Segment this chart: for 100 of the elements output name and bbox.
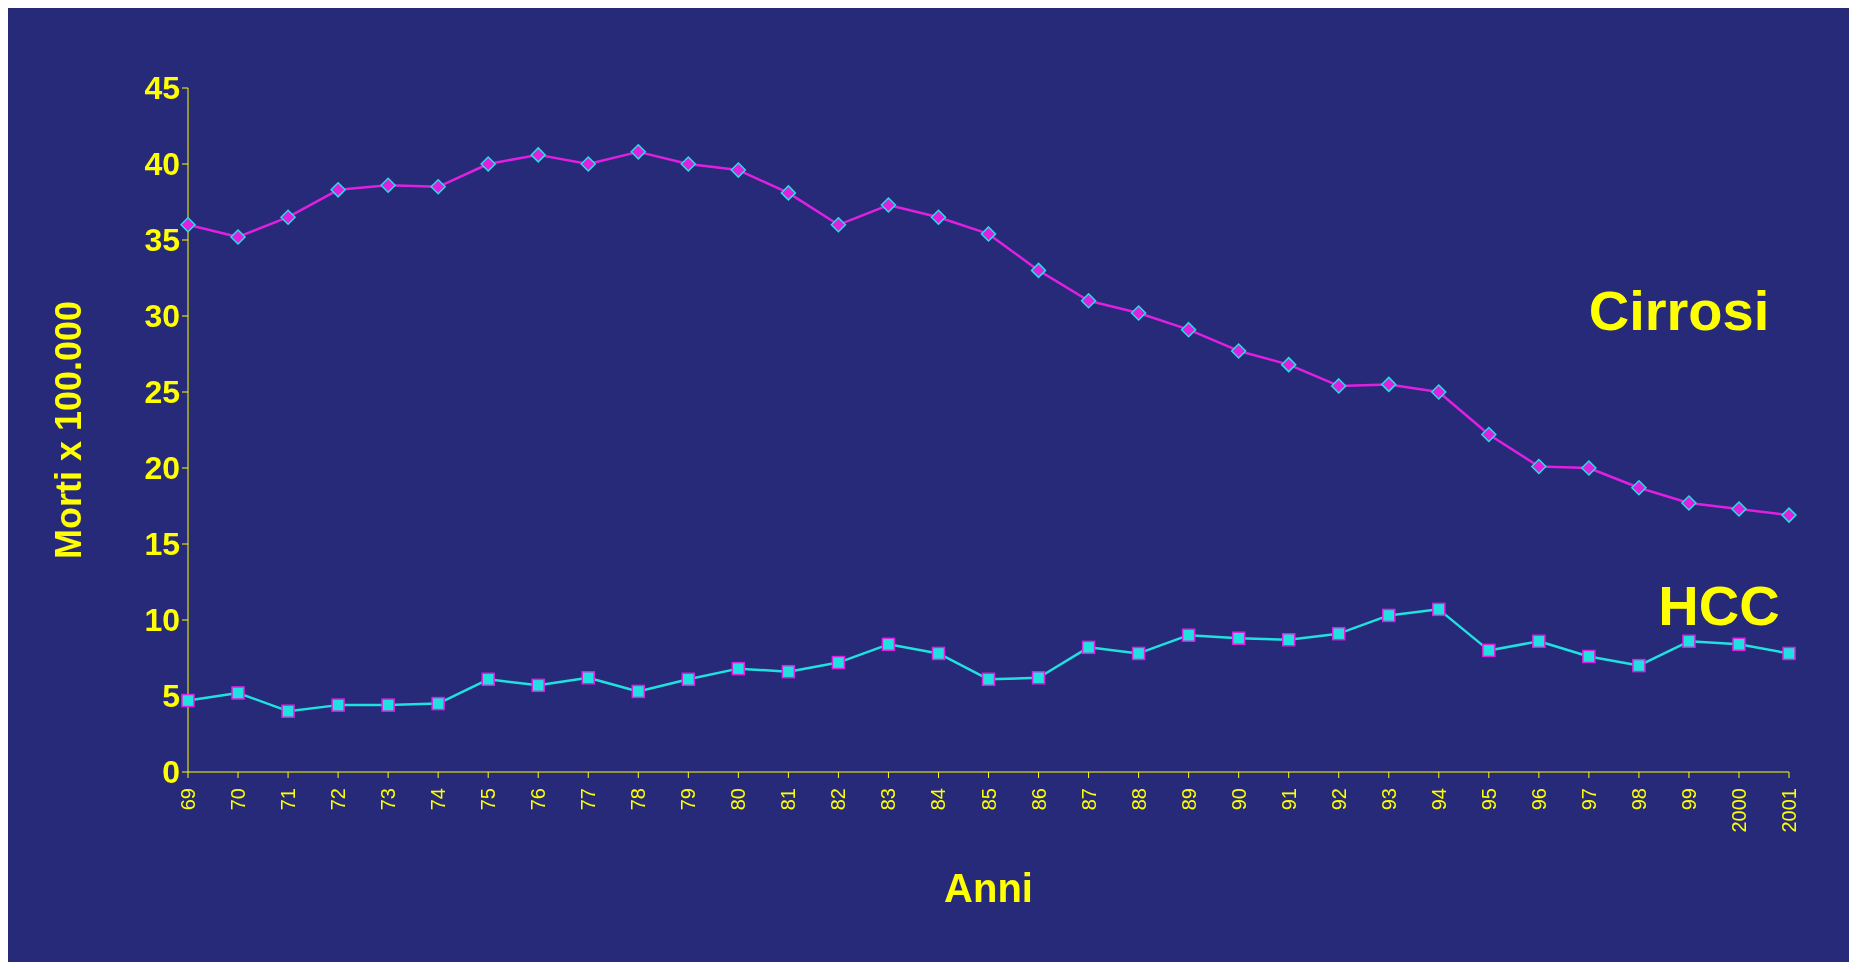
point [1631, 480, 1647, 496]
x-tick-label: 99 [1677, 788, 1700, 811]
x-tick-label: 91 [1277, 788, 1300, 811]
y-tick-label: 0 [162, 754, 180, 791]
point [281, 704, 295, 718]
x-tick-label: 97 [1577, 788, 1600, 811]
point [1281, 633, 1296, 647]
point [1280, 356, 1297, 373]
point [930, 209, 947, 225]
point [980, 226, 997, 242]
x-tick-label: 69 [177, 788, 199, 811]
point [1031, 671, 1046, 685]
point [581, 671, 595, 685]
point [1632, 658, 1646, 673]
y-axis-title: Morti x 100.000 [47, 300, 89, 560]
x-tick-label: 72 [327, 788, 350, 811]
x-tick-label: 78 [627, 788, 650, 811]
point [530, 147, 546, 163]
point [1582, 649, 1596, 664]
point [681, 672, 696, 687]
y-tick-label: 45 [144, 70, 180, 107]
x-tick-label: 98 [1627, 788, 1650, 811]
x-tick-label: 79 [677, 788, 700, 811]
point [1231, 631, 1246, 645]
x-tick-label: 73 [377, 788, 400, 811]
x-tick-label: 90 [1227, 788, 1250, 811]
x-axis-title: Anni [944, 866, 1033, 910]
x-tick-label: 76 [527, 788, 550, 811]
point [1030, 262, 1047, 279]
point [1081, 640, 1096, 655]
point [880, 197, 897, 213]
point [531, 678, 545, 693]
point [431, 696, 445, 711]
x-tick-label: 93 [1377, 788, 1400, 811]
point [1782, 646, 1796, 661]
point [1381, 376, 1397, 393]
point [881, 637, 896, 652]
y-tick-label: 25 [144, 374, 180, 411]
point [380, 177, 396, 194]
x-tick-label: 94 [1427, 788, 1450, 811]
text: Cirrosi [1588, 279, 1770, 343]
point [1482, 643, 1496, 658]
x-tick-label: 82 [827, 788, 850, 811]
point [981, 672, 996, 687]
point [580, 156, 596, 172]
y-tick-label: 5 [162, 678, 180, 715]
x-tick-label: 80 [727, 788, 750, 811]
y-tick-label: 35 [144, 222, 180, 259]
x-tick-label: 95 [1477, 788, 1500, 811]
point [1481, 426, 1497, 443]
x-tick-label: 87 [1077, 788, 1100, 811]
point [180, 217, 196, 233]
point [1681, 495, 1697, 511]
point [1781, 507, 1797, 523]
y-tick-label: 10 [144, 602, 180, 639]
point [731, 661, 746, 676]
point [1331, 626, 1346, 641]
point [1532, 634, 1546, 649]
x-tick-label: 74 [427, 788, 450, 811]
point [931, 646, 946, 661]
x-tick-label: 88 [1127, 788, 1150, 811]
point [631, 684, 646, 699]
point [480, 156, 496, 172]
point [831, 655, 846, 670]
point [1180, 321, 1197, 338]
x-tick-label: 70 [227, 788, 250, 811]
point [330, 182, 346, 198]
point [1581, 460, 1597, 476]
point [181, 693, 195, 708]
y-tick-label: 20 [144, 450, 180, 487]
point [1130, 305, 1147, 321]
x-tick-label: 2000 [1727, 788, 1750, 833]
point [280, 209, 296, 225]
x-tick-label: 75 [477, 788, 500, 811]
point [1181, 628, 1196, 642]
series-label: HCC [1658, 574, 1780, 638]
point [1731, 501, 1747, 517]
y-tick-label: 40 [144, 146, 180, 183]
x-tick-label: 2001 [1778, 788, 1800, 833]
point [1131, 646, 1146, 661]
x-tick-label: 86 [1027, 788, 1050, 811]
point [331, 698, 345, 712]
point [1431, 384, 1447, 400]
point [230, 229, 246, 245]
x-tick-label: 71 [277, 788, 300, 811]
x-tick-label: 89 [1177, 788, 1200, 811]
point [1230, 343, 1247, 359]
x-tick-label: 77 [577, 788, 600, 811]
point [1330, 378, 1347, 394]
point [231, 686, 245, 700]
x-tick-label: 81 [777, 788, 800, 811]
point [481, 672, 495, 687]
x-tick-label: 84 [927, 788, 950, 811]
x-tick-label: 85 [977, 788, 1000, 811]
point [1080, 293, 1097, 309]
point [780, 185, 797, 201]
point [781, 664, 796, 679]
y-tick-label: 30 [144, 298, 180, 335]
point [430, 179, 446, 195]
point [730, 162, 747, 178]
